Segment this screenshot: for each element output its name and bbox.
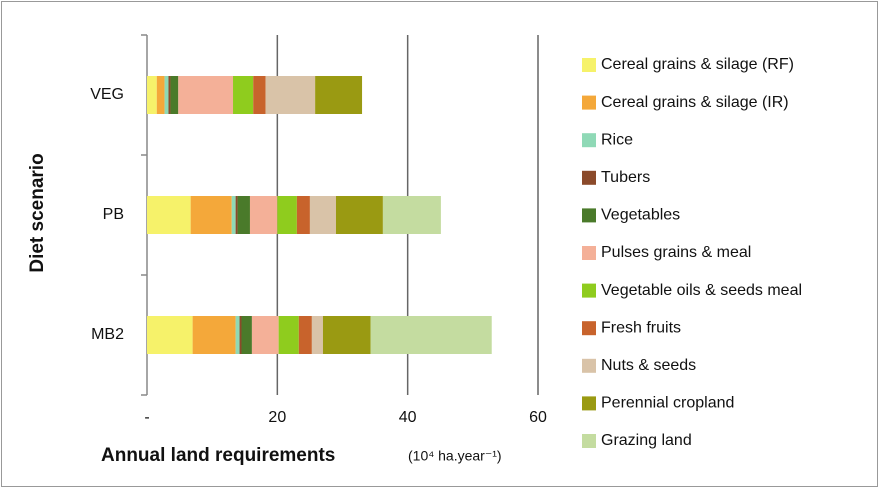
bar-segment xyxy=(147,316,193,354)
x-tick-label: 60 xyxy=(529,409,547,426)
bar-segment xyxy=(249,196,278,234)
legend-swatch xyxy=(582,283,596,298)
bar-segment xyxy=(315,76,363,114)
legend-label: Tubers xyxy=(601,169,650,186)
legend-swatch xyxy=(582,170,596,185)
bar-segment xyxy=(178,76,234,114)
bar-segment xyxy=(239,316,242,354)
bar-segment xyxy=(147,76,157,114)
x-tick-label: 40 xyxy=(399,409,417,426)
bar-segment xyxy=(170,76,179,114)
bar-segment xyxy=(237,196,250,234)
legend-label: Cereal grains & silage (IR) xyxy=(601,94,789,111)
bar-segment xyxy=(251,316,279,354)
bar-segment xyxy=(192,316,236,354)
legend-swatch xyxy=(582,133,596,148)
bar-segment xyxy=(241,316,252,354)
y-axis-title: Diet scenario xyxy=(27,153,48,272)
y-tick-label: VEG xyxy=(90,86,124,103)
legend-label: Cereal grains & silage (RF) xyxy=(601,56,794,73)
bar-segment xyxy=(231,196,236,234)
y-tick-label: MB2 xyxy=(91,326,124,343)
bar-segment xyxy=(235,316,240,354)
legend-swatch xyxy=(582,95,596,110)
legend-label: Nuts & seeds xyxy=(601,357,696,374)
legend-swatch xyxy=(582,358,596,373)
legend-label: Grazing land xyxy=(601,432,692,449)
bar-segment xyxy=(296,196,310,234)
legend-swatch xyxy=(582,208,596,223)
bar-segment xyxy=(382,196,441,234)
x-tick-label: 20 xyxy=(268,409,286,426)
bar-segment xyxy=(164,76,169,114)
x-tick-label: - xyxy=(144,409,149,426)
bar-segment xyxy=(311,316,323,354)
legend-label: Pulses grains & meal xyxy=(601,244,751,261)
legend-swatch xyxy=(582,434,596,448)
bar-segment xyxy=(298,316,312,354)
bar-segment xyxy=(370,316,492,354)
bar-segment xyxy=(265,76,316,114)
legend-label: Rice xyxy=(601,131,633,148)
bar-segment xyxy=(190,196,232,234)
bar-segment xyxy=(335,196,383,234)
bar-segment xyxy=(253,76,266,114)
legend-swatch xyxy=(582,321,596,336)
x-axis-unit: (10⁴ ha.year⁻¹) xyxy=(408,448,502,464)
legend-swatch xyxy=(582,246,596,260)
bar-segment xyxy=(233,76,254,114)
legend-swatch xyxy=(582,58,596,72)
legend-label: Vegetables xyxy=(601,207,680,224)
bar-segment xyxy=(147,196,191,234)
y-tick-label: PB xyxy=(103,206,124,223)
legend-swatch xyxy=(582,396,596,411)
bar-segment xyxy=(235,196,238,234)
legend-label: Vegetable oils & seeds meal xyxy=(601,282,802,299)
legend-label: Perennial cropland xyxy=(601,395,734,412)
bar-segment xyxy=(322,316,371,354)
bar-segment xyxy=(309,196,336,234)
bar-segment xyxy=(168,76,171,114)
bar-segment xyxy=(278,316,299,354)
x-axis-title: Annual land requirements xyxy=(101,445,335,466)
bar-segment xyxy=(156,76,165,114)
legend-label: Fresh fruits xyxy=(601,319,681,336)
bar-segment xyxy=(277,196,297,234)
